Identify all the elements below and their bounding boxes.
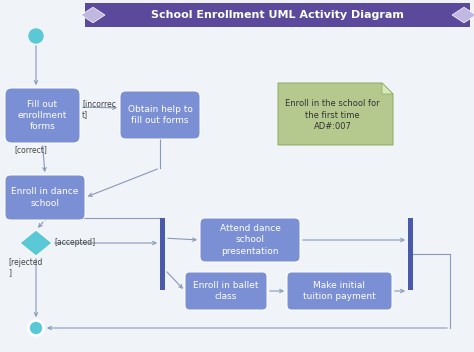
Polygon shape — [382, 83, 393, 94]
Circle shape — [30, 322, 42, 333]
Bar — [160, 218, 165, 290]
Text: [incorrec
t]: [incorrec t] — [82, 99, 116, 119]
Polygon shape — [278, 83, 393, 145]
Text: [correct]: [correct] — [15, 145, 47, 154]
Text: [rejected
]: [rejected ] — [8, 258, 42, 277]
Text: Enroll in dance
school: Enroll in dance school — [11, 188, 79, 208]
FancyBboxPatch shape — [185, 272, 267, 310]
Polygon shape — [81, 7, 105, 23]
Text: School Enrollment UML Activity Diagram: School Enrollment UML Activity Diagram — [151, 10, 404, 20]
FancyBboxPatch shape — [120, 91, 200, 139]
Text: Enroll in ballet
class: Enroll in ballet class — [193, 281, 259, 301]
Circle shape — [29, 29, 43, 43]
FancyBboxPatch shape — [5, 88, 80, 143]
Bar — [408, 218, 413, 290]
Text: Enroll in the school for
the first time
AD#:007: Enroll in the school for the first time … — [285, 99, 380, 131]
Text: Fill out
enrollment
forms: Fill out enrollment forms — [18, 100, 67, 131]
Text: Attend dance
school
presentation: Attend dance school presentation — [219, 225, 281, 256]
Polygon shape — [20, 230, 52, 256]
Polygon shape — [452, 7, 474, 23]
FancyBboxPatch shape — [287, 272, 392, 310]
FancyBboxPatch shape — [85, 3, 470, 27]
Text: [accepted]: [accepted] — [54, 238, 95, 247]
FancyBboxPatch shape — [200, 218, 300, 262]
Circle shape — [28, 320, 44, 336]
Text: Obtain help to
fill out forms: Obtain help to fill out forms — [128, 105, 192, 125]
FancyBboxPatch shape — [5, 175, 85, 220]
Text: Make initial
tuition payment: Make initial tuition payment — [303, 281, 376, 301]
